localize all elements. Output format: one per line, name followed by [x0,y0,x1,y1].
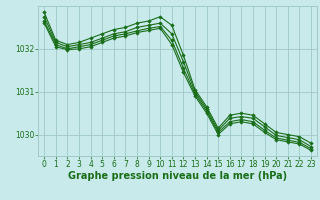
X-axis label: Graphe pression niveau de la mer (hPa): Graphe pression niveau de la mer (hPa) [68,171,287,181]
